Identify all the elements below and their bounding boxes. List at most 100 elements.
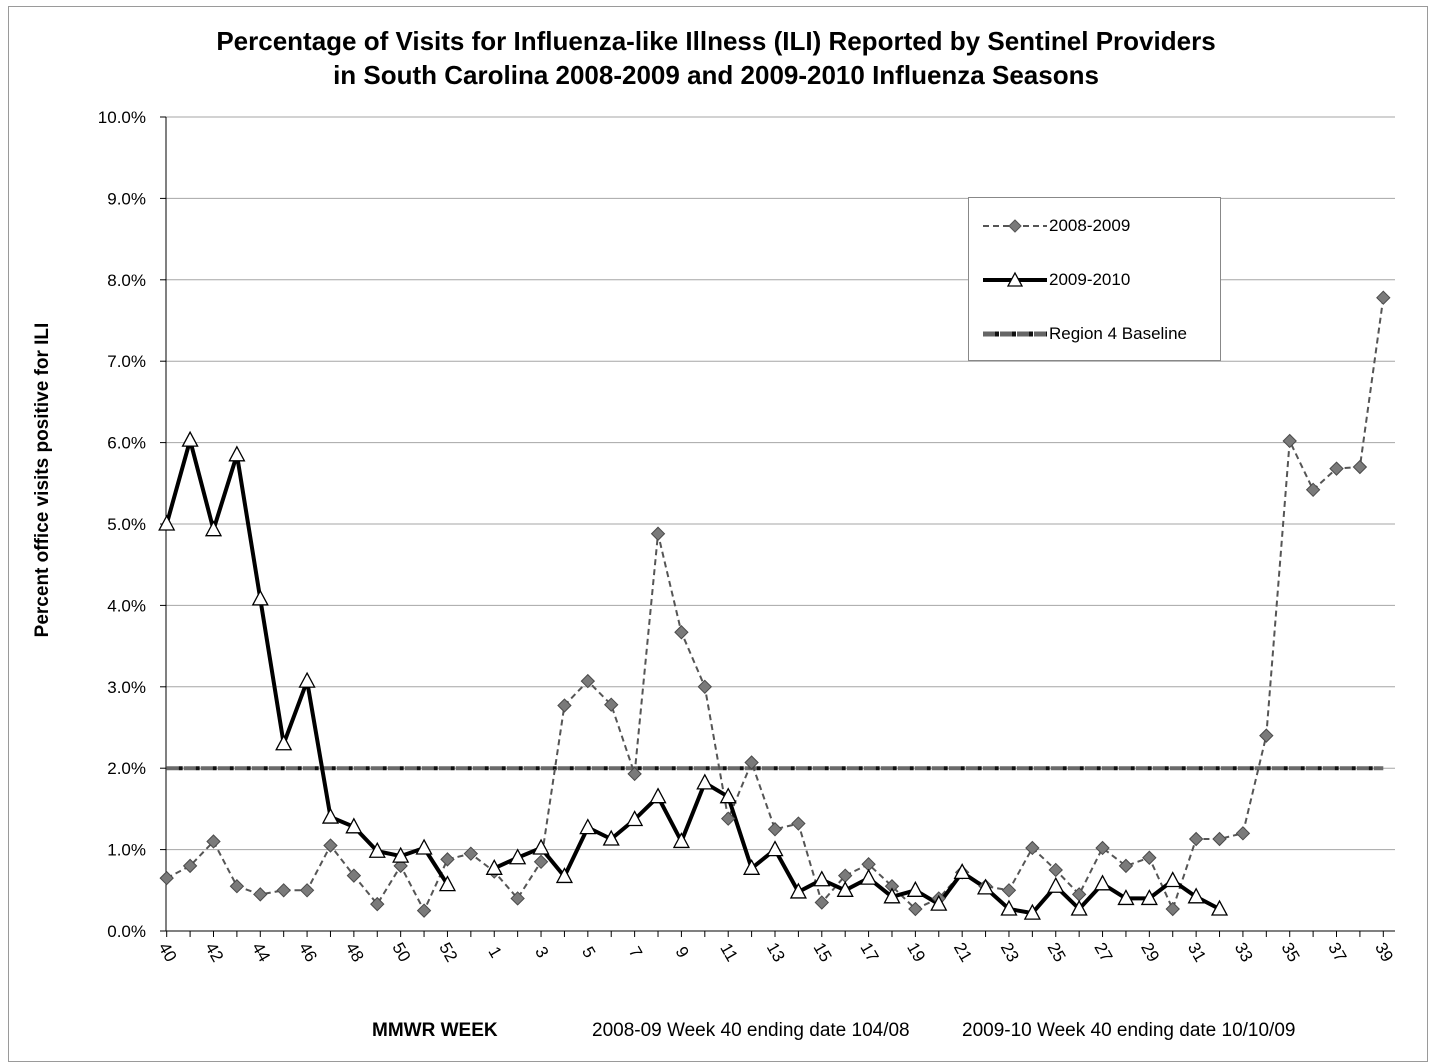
series-2009-2010-point bbox=[368, 841, 386, 858]
y-tick-labels: 0.0% 1.0% 2.0% 3.0% 4.0% 5.0% 6.0% 7.0% 8.0% 9.0%… bbox=[98, 108, 146, 941]
series-2009-2010-point bbox=[345, 817, 363, 834]
series-2008-2009-point bbox=[1142, 850, 1157, 865]
series-2008-2009-point bbox=[510, 891, 525, 906]
x-tick-label: 39 bbox=[1371, 939, 1397, 965]
series-2008-2009-point bbox=[1118, 858, 1134, 874]
x-tick-label: 13 bbox=[763, 939, 789, 965]
y-tick-label: 10.0% bbox=[98, 108, 146, 127]
series-2009-2010-point bbox=[1047, 876, 1065, 893]
legend-item-2008-2009: 2008-2009 bbox=[981, 215, 1130, 237]
series-2008-2009-point bbox=[604, 697, 619, 712]
series-2009-2010-point bbox=[743, 858, 761, 875]
series-2009-2010-point bbox=[509, 848, 527, 865]
series-2009-2010-point bbox=[976, 878, 995, 895]
x-tick-label: 9 bbox=[672, 943, 693, 961]
x-tick-label: 1 bbox=[484, 943, 505, 961]
footnote-2009: 2009-10 Week 40 ending date 10/10/09 bbox=[962, 1020, 1296, 1041]
series-2008-2009-point bbox=[463, 846, 479, 861]
series-2009-2010-point bbox=[626, 810, 644, 827]
legend-label-2008-2009: 2008-2009 bbox=[1049, 216, 1131, 235]
series-2009-2010-point bbox=[719, 787, 737, 804]
x-tick-label: 50 bbox=[388, 939, 414, 965]
series-2008-2009-point bbox=[674, 625, 689, 640]
x-tick-label: 35 bbox=[1278, 939, 1304, 965]
x-tick-label: 33 bbox=[1231, 939, 1257, 965]
series-2009-2010-point bbox=[1093, 874, 1112, 891]
series-2008-2009-point bbox=[1025, 840, 1040, 856]
series-2009-2010-point bbox=[1117, 889, 1135, 906]
series-2009-2010-point bbox=[321, 807, 340, 824]
legend-swatch-2009-2010 bbox=[983, 271, 1047, 287]
legend-swatch-2008-2009 bbox=[983, 219, 1047, 233]
series-2008-2009-point bbox=[206, 834, 221, 849]
x-tick-label: 31 bbox=[1184, 939, 1210, 965]
series-2008-2009-point bbox=[276, 883, 291, 898]
series-2009-2010-point bbox=[228, 445, 246, 462]
y-tick-label: 1.0% bbox=[107, 841, 146, 860]
series-2009-2010-point bbox=[298, 671, 316, 688]
x-tick-label: 42 bbox=[201, 939, 227, 965]
series-2008-2009-point bbox=[533, 854, 549, 870]
series-2008-2009-line bbox=[166, 297, 1385, 913]
series-2009-2010-point bbox=[555, 867, 574, 884]
series-2009-2010-point bbox=[1023, 903, 1041, 920]
series-2008-2009-point bbox=[1352, 459, 1368, 475]
series-2009-2010-point bbox=[485, 858, 503, 875]
x-tick-label: 29 bbox=[1137, 939, 1163, 965]
series-2009-2010-point bbox=[789, 882, 807, 899]
series-2008-2009-point bbox=[650, 526, 666, 541]
y-tick-label: 5.0% bbox=[107, 515, 146, 534]
y-tick-label: 8.0% bbox=[107, 271, 146, 290]
series-2008-2009-point bbox=[1259, 728, 1274, 743]
series-2009-2010-point bbox=[930, 894, 948, 911]
legend-swatch-baseline bbox=[983, 331, 1047, 337]
series-2009-2010-point bbox=[275, 734, 293, 751]
series-2008-2009-point bbox=[159, 870, 174, 886]
series-2009-2010-point bbox=[1187, 887, 1205, 904]
series-2008-2009-point bbox=[229, 879, 245, 894]
series-2008-2009-point bbox=[767, 822, 783, 837]
y-tick-label: 0.0% bbox=[107, 922, 146, 941]
grid-lines bbox=[165, 116, 1395, 851]
series-2008-2009-point bbox=[1235, 826, 1251, 841]
series-2008-2009-point bbox=[1329, 461, 1344, 476]
series-2009-2010-point bbox=[1140, 889, 1158, 906]
series-2009-2010-point bbox=[602, 829, 620, 846]
series-2009-2010-point bbox=[1164, 871, 1182, 888]
series-2009-2010-point bbox=[696, 773, 714, 790]
y-axis-label: Percent office visits positive for ILI bbox=[32, 323, 53, 638]
chart-subtitle: in South Carolina 2008-2009 and 2009-201… bbox=[333, 60, 1099, 90]
series-2008-2009-point bbox=[908, 901, 923, 917]
series-2008-2009-point bbox=[1165, 901, 1180, 917]
series-2009-2010-point bbox=[204, 520, 223, 537]
x-tick-label: 19 bbox=[903, 939, 929, 965]
x-tick-label: 15 bbox=[810, 939, 836, 965]
x-tick-label: 27 bbox=[1090, 939, 1116, 965]
series-2008-2009-point bbox=[1071, 887, 1087, 902]
series-2008-2009-point bbox=[416, 903, 432, 918]
series-2009-2010-point bbox=[766, 840, 784, 857]
series-2009-2010-point bbox=[158, 514, 176, 531]
x-tick-label: 3 bbox=[531, 943, 552, 961]
series-2008-2009-point bbox=[323, 838, 338, 853]
series-2008-2009-point bbox=[1001, 883, 1017, 898]
x-tick-label: 46 bbox=[295, 939, 321, 965]
series-2008-2009-point bbox=[1095, 840, 1110, 856]
series-2008-2009-point bbox=[627, 766, 642, 782]
series-2009-2010-point bbox=[836, 880, 854, 897]
x-tick-labels: 40 42 44 46 48 50 52 1 3 5 7 9 11 13 15 17 19 21 23 25 27 29 3… bbox=[155, 939, 1398, 965]
series-2008-2009-point bbox=[1188, 831, 1204, 847]
series-2008-2009-point bbox=[370, 896, 385, 912]
y-tick-label: 4.0% bbox=[107, 596, 146, 615]
x-tick-label: 40 bbox=[155, 939, 181, 965]
x-tick-label: 44 bbox=[248, 939, 274, 965]
series-2009-2010-point bbox=[1000, 899, 1018, 916]
y-tick-label: 3.0% bbox=[107, 678, 146, 697]
y-tick-label: 2.0% bbox=[107, 759, 146, 778]
x-tick-label: 21 bbox=[950, 939, 976, 965]
series-2008-2009-point bbox=[253, 887, 268, 902]
series-2008-2009-point bbox=[814, 895, 829, 910]
x-tick-label: 52 bbox=[435, 939, 461, 965]
series-2009-2010-point bbox=[883, 887, 901, 904]
